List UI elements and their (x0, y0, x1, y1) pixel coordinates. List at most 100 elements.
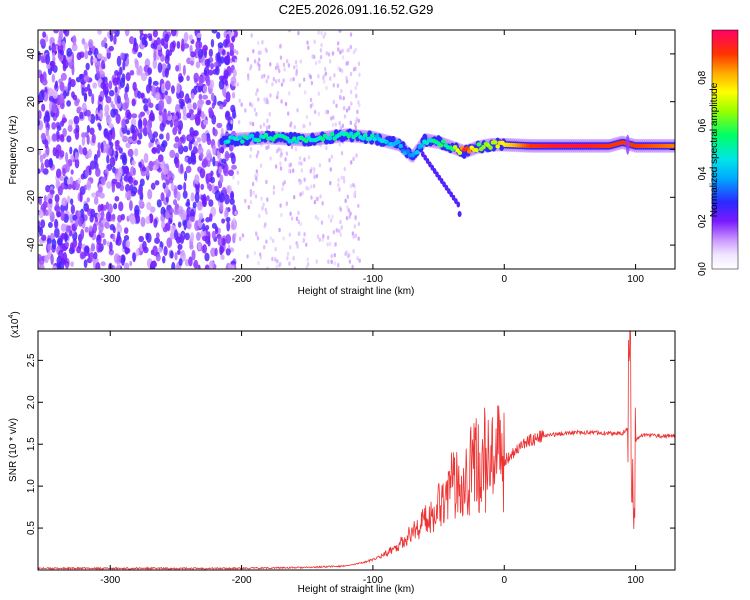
noise-speckle (347, 208, 351, 213)
noise-speckle (101, 40, 105, 48)
noise-speckle (257, 260, 260, 266)
ridge-core (374, 134, 380, 139)
noise-speckle (186, 219, 192, 230)
ridge-tail (454, 198, 458, 205)
noise-speckle (166, 53, 170, 60)
noise-speckle (253, 250, 257, 256)
noise-speckle (265, 125, 269, 131)
noise-speckle (355, 153, 358, 158)
noise-speckle (278, 227, 281, 233)
noise-speckle (259, 163, 263, 168)
noise-speckle (255, 153, 259, 159)
noise-speckle (48, 95, 55, 103)
noise-speckle (348, 259, 352, 264)
noise-speckle (55, 144, 62, 154)
noise-speckle (163, 245, 168, 256)
noise-speckle (100, 81, 107, 90)
colorbar (711, 29, 739, 270)
noise-speckle (126, 190, 132, 201)
noise-speckle (250, 103, 254, 108)
noise-speckle (80, 228, 85, 240)
noise-speckle (311, 54, 314, 59)
ridge-core (467, 149, 472, 154)
ridge-core (398, 143, 404, 149)
noise-speckle (43, 195, 47, 203)
noise-speckle (323, 79, 326, 84)
noise-speckle (209, 213, 213, 222)
noise-speckle (283, 67, 286, 72)
noise-speckle (198, 212, 204, 220)
noise-speckle (108, 45, 114, 52)
noise-speckle (313, 109, 317, 115)
noise-speckle (41, 78, 48, 86)
ridge-core (481, 145, 486, 150)
snr-ylabel: SNR (10 * v/v) (8, 418, 19, 482)
noise-speckle (206, 138, 212, 146)
noise-speckle (287, 63, 291, 68)
cbtick-label: 0.6 (697, 118, 708, 132)
ytick-label: 0.5 (26, 521, 37, 535)
ridge-core (396, 139, 401, 144)
noise-speckle (109, 223, 115, 231)
noise-speckle (305, 242, 308, 247)
noise-speckle (149, 213, 153, 224)
noise-speckle (56, 237, 63, 246)
noise-speckle (150, 182, 156, 190)
ridge-tail (435, 171, 439, 178)
spectrogram-title: C2E5.2026.091.16.52.G29 (279, 2, 434, 17)
noise-speckle (313, 200, 317, 205)
noise-speckle (131, 98, 136, 107)
noise-speckle (210, 62, 214, 70)
xtick-label: -200 (232, 575, 252, 586)
noise-speckle (271, 238, 275, 244)
noise-speckle (51, 73, 56, 83)
noise-speckle (325, 51, 328, 56)
noise-speckle (266, 197, 269, 202)
noise-speckle (202, 44, 209, 52)
noise-speckle (143, 65, 149, 73)
noise-speckle (179, 234, 185, 245)
noise-speckle (287, 111, 290, 116)
noise-speckle (106, 154, 110, 164)
noise-speckle (149, 206, 156, 213)
noise-speckle (254, 173, 257, 178)
noise-speckle (193, 147, 199, 154)
noise-speckle (221, 218, 226, 224)
noise-speckle (309, 97, 313, 103)
noise-speckle (264, 222, 267, 227)
noise-speckle (91, 133, 96, 144)
noise-speckle (131, 160, 136, 166)
noise-speckle (337, 182, 340, 188)
ytick-label: -40 (26, 237, 37, 252)
noise-speckle (324, 71, 328, 76)
noise-speckle (310, 184, 313, 189)
noise-speckle (202, 244, 207, 254)
noise-speckle (205, 78, 211, 87)
noise-speckle (177, 138, 183, 148)
noise-speckle (276, 94, 279, 100)
noise-speckle (328, 241, 332, 247)
noise-speckle (279, 203, 282, 208)
noise-speckle (51, 52, 56, 58)
noise-speckle (161, 140, 168, 148)
noise-speckle (120, 213, 125, 221)
noise-speckle (152, 131, 159, 138)
ridge-core (493, 140, 498, 145)
noise-speckle (190, 92, 195, 100)
noise-speckle (332, 83, 336, 88)
noise-speckle (111, 178, 118, 185)
noise-speckle (194, 174, 200, 185)
noise-speckle (357, 221, 361, 227)
noise-speckle (350, 160, 353, 165)
noise-speckle (74, 99, 80, 107)
noise-speckle (92, 82, 98, 89)
noise-speckle (272, 190, 276, 196)
noise-speckle (332, 230, 336, 235)
noise-speckle (208, 48, 214, 58)
noise-speckle (165, 68, 169, 75)
noise-speckle (138, 235, 145, 243)
noise-speckle (282, 236, 285, 241)
noise-speckle (354, 233, 357, 238)
noise-speckle (297, 210, 300, 216)
noise-speckle (295, 64, 298, 69)
